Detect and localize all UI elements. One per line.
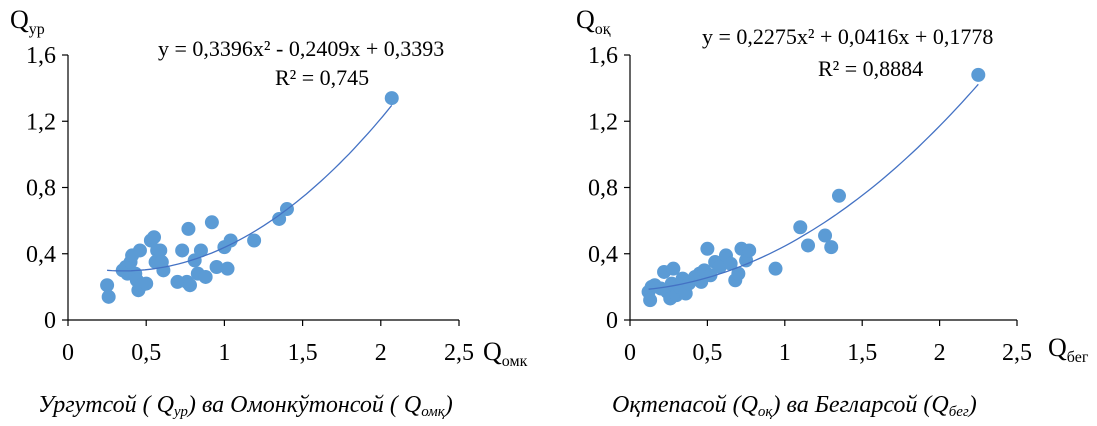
chart-right-x-tick-label: 0 — [624, 340, 636, 366]
chart-right-data-point — [703, 268, 718, 283]
chart-right-x-tick-label: 2,5 — [1002, 340, 1032, 366]
chart-left-data-point — [182, 278, 197, 293]
chart-right-y-tick-label: 0,8 — [588, 176, 618, 202]
chart-right-data-point — [712, 260, 727, 274]
chart-left-x-tick-label: 0,5 — [131, 340, 161, 366]
chart-left-data-point — [204, 215, 219, 230]
chart-right-data-point — [824, 240, 839, 255]
chart-right-data-point — [700, 241, 715, 256]
chart-left-y-tick-label: 0,4 — [26, 242, 56, 268]
chart-right-data-point — [818, 228, 833, 243]
chart-right-data-point — [643, 293, 658, 308]
chart-left-data-point — [132, 243, 147, 258]
chart-left-data-point — [139, 276, 154, 291]
chart-right-svg: 0 0,4 0,8 1,2 1,6 0 0,5 1 1,5 2 2,5 Qоқ Qбег y = 0,22… — [576, 5, 1089, 366]
chart-left-data-point — [223, 233, 238, 248]
chart-right-data-point — [801, 238, 816, 253]
chart-left-x-tick-label: 0 — [62, 340, 74, 366]
chart-left-data-point — [175, 243, 190, 258]
chart-right-x-tick-label: 1 — [779, 340, 791, 366]
chart-left-data-point — [187, 253, 202, 268]
chart-right-x-tick-label: 0,5 — [692, 340, 722, 366]
chart-left-y-tick-label: 1,6 — [26, 43, 56, 69]
chart-right-caption: Оқтепасой (Qоқ) ва Бегларсой (Qбег) — [612, 392, 977, 420]
chart-left-data-point — [181, 221, 196, 236]
chart-left-x-axis-label: Qомк — [483, 337, 528, 370]
chart-right: 0 0,4 0,8 1,2 1,6 0 0,5 1 1,5 2 2,5 Qоқ Qбег y = 0,22… — [560, 0, 1097, 390]
chart-right-data-point — [731, 266, 746, 281]
chart-left-y-tick-label: 1,2 — [26, 109, 56, 135]
chart-left-y-tick-label: 0,8 — [26, 176, 56, 202]
chart-right-y-tick-label: 0 — [606, 308, 618, 334]
chart-left-data-point — [209, 260, 224, 274]
chart-right-y-tick-label: 0,4 — [588, 242, 618, 268]
chart-left-data-point — [272, 211, 287, 226]
chart-left-trendline — [107, 104, 393, 272]
chart-left-data-point — [100, 278, 115, 293]
chart-left-data-point — [101, 289, 116, 304]
chart-right-r-squared: R² = 0,8884 — [818, 56, 923, 81]
chart-right-data-point — [793, 220, 808, 235]
chart-left-x-tick-label: 2 — [375, 340, 387, 366]
chart-right-x-tick-label: 1,5 — [847, 340, 877, 366]
chart-left-x-tick-label: 1 — [218, 340, 230, 366]
chart-left-svg: 0 0,4 0,8 1,2 1,6 0 0,5 1 1,5 2 2,5 Qур Qомк y = 0,33… — [10, 5, 528, 370]
chart-right-data-point — [742, 243, 757, 258]
chart-right-x-axis-label: Qбег — [1048, 333, 1089, 366]
chart-right-trendline-equation: y = 0,2275x² + 0,0416x + 0,1778 — [702, 24, 993, 49]
chart-right-y-axis-label: Qоқ — [576, 5, 611, 38]
chart-left-data-point — [156, 263, 171, 278]
chart-left-y-tick-label: 0 — [44, 308, 56, 334]
chart-left-data-point — [153, 243, 168, 258]
chart-right-data-point — [666, 261, 681, 276]
chart-right-y-tick-label: 1,6 — [588, 43, 618, 69]
chart-right-data-point — [768, 261, 783, 276]
chart-right-x-tick-label: 2 — [934, 340, 946, 366]
chart-right-data-point — [971, 67, 986, 82]
chart-left-data-point — [147, 230, 162, 245]
chart-left-caption: Ургутсой ( Qур) ва Омонкўтонсой ( Qомқ) — [38, 392, 453, 420]
chart-left-r-squared: R² = 0,745 — [275, 65, 369, 90]
chart-left-x-tick-label: 2,5 — [444, 340, 474, 366]
chart-left-data-point — [198, 269, 213, 284]
chart-left-x-tick-label: 1,5 — [288, 340, 318, 366]
chart-left-trendline-equation: y = 0,3396x² - 0,2409x + 0,3393 — [158, 36, 444, 61]
chart-left-data-point — [193, 243, 208, 258]
chart-left: 0 0,4 0,8 1,2 1,6 0 0,5 1 1,5 2 2,5 Qур Qомк y = 0,33… — [0, 0, 540, 390]
chart-right-data-point — [831, 188, 846, 203]
chart-left-data-point — [247, 233, 262, 248]
chart-right-trendline — [648, 83, 979, 290]
chart-right-data-point — [723, 256, 738, 271]
chart-left-data-point — [220, 261, 235, 276]
chart-left-y-axis-label: Qур — [10, 5, 45, 38]
chart-left-data-point — [384, 91, 399, 106]
chart-right-y-tick-label: 1,2 — [588, 109, 618, 135]
